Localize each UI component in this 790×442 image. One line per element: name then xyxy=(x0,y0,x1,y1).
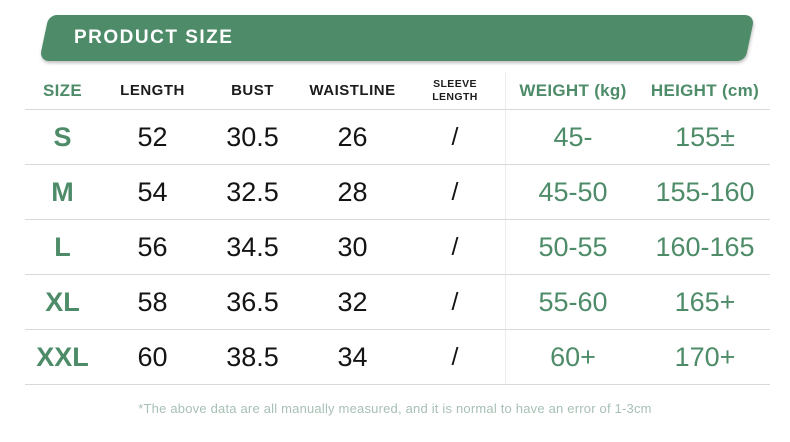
header-weight: WEIGHT (kg) xyxy=(505,72,640,110)
height-cell: 155-160 xyxy=(640,165,770,220)
height-cell: 165+ xyxy=(640,275,770,330)
size-cell: XXL xyxy=(25,330,100,385)
waistline-cell: 32 xyxy=(300,275,405,330)
height-cell: 155± xyxy=(640,110,770,165)
waistline-cell: 34 xyxy=(300,330,405,385)
weight-cell: 55-60 xyxy=(505,275,640,330)
sleeve-cell: / xyxy=(405,165,505,220)
height-cell: 170+ xyxy=(640,330,770,385)
length-cell: 60 xyxy=(100,330,205,385)
weight-cell: 50-55 xyxy=(505,220,640,275)
weight-cell: 45- xyxy=(505,110,640,165)
bust-cell: 34.5 xyxy=(205,220,300,275)
header-size: SIZE xyxy=(25,72,100,110)
length-cell: 56 xyxy=(100,220,205,275)
size-cell: XL xyxy=(25,275,100,330)
length-cell: 58 xyxy=(100,275,205,330)
bust-cell: 38.5 xyxy=(205,330,300,385)
banner-title: PRODUCT SIZE xyxy=(74,27,234,48)
sleeve-cell: / xyxy=(405,110,505,165)
measurement-disclaimer: *The above data are all manually measure… xyxy=(138,401,652,416)
weight-cell: 45-50 xyxy=(505,165,640,220)
size-cell: L xyxy=(25,220,100,275)
sleeve-cell: / xyxy=(405,220,505,275)
bust-cell: 36.5 xyxy=(205,275,300,330)
size-cell: S xyxy=(25,110,100,165)
header-sleeve-length: SLEEVE LENGTH xyxy=(405,72,505,110)
length-cell: 54 xyxy=(100,165,205,220)
size-chart-table: SIZE LENGTH BUST WAISTLINE SLEEVE LENGTH… xyxy=(25,72,770,385)
sleeve-cell: / xyxy=(405,275,505,330)
waistline-cell: 30 xyxy=(300,220,405,275)
bust-cell: 30.5 xyxy=(205,110,300,165)
weight-cell: 60+ xyxy=(505,330,640,385)
waistline-cell: 26 xyxy=(300,110,405,165)
bust-cell: 32.5 xyxy=(205,165,300,220)
header-length: LENGTH xyxy=(100,72,205,110)
length-cell: 52 xyxy=(100,110,205,165)
size-cell: M xyxy=(25,165,100,220)
header-height: HEIGHT (cm) xyxy=(640,72,770,110)
header-bust: BUST xyxy=(205,72,300,110)
height-cell: 160-165 xyxy=(640,220,770,275)
header-waistline: WAISTLINE xyxy=(300,72,405,110)
product-size-banner: PRODUCT SIZE xyxy=(39,15,755,61)
sleeve-cell: / xyxy=(405,330,505,385)
waistline-cell: 28 xyxy=(300,165,405,220)
